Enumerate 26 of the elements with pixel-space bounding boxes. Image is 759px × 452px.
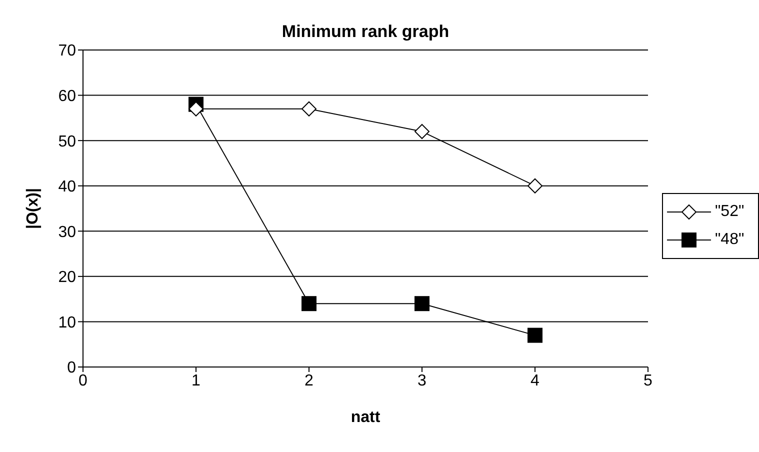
point bbox=[302, 296, 316, 312]
point bbox=[414, 124, 430, 140]
legend-label: "52" bbox=[715, 203, 744, 221]
chart-title: Minimum rank graph bbox=[280, 22, 450, 42]
y-tick-label: 0 bbox=[67, 360, 76, 377]
x-tick-label: 4 bbox=[530, 372, 540, 390]
point bbox=[414, 296, 430, 312]
y-tick-label: 50 bbox=[58, 133, 76, 150]
x-tick-label: 1 bbox=[192, 372, 201, 390]
point bbox=[188, 101, 204, 116]
x-tick-label: 2 bbox=[304, 372, 314, 390]
point bbox=[528, 178, 542, 194]
y-tick-label: 20 bbox=[58, 269, 76, 286]
y-axis-title: |O(x)| bbox=[24, 188, 42, 229]
point bbox=[302, 101, 316, 116]
y-tick-label: 30 bbox=[58, 224, 76, 241]
y-tick-label: 60 bbox=[58, 88, 76, 105]
y-tick-label: 70 bbox=[58, 42, 76, 60]
y-tick-label: 10 bbox=[58, 314, 76, 332]
x-tick-label: 3 bbox=[418, 372, 427, 390]
x-tick-label: 5 bbox=[644, 372, 653, 390]
legend-label: "48" bbox=[715, 231, 744, 249]
x-tick-label: 0 bbox=[78, 372, 88, 390]
point bbox=[528, 328, 542, 343]
y-tick-label: 40 bbox=[58, 178, 76, 196]
x-axis-title: natt bbox=[350, 409, 381, 426]
